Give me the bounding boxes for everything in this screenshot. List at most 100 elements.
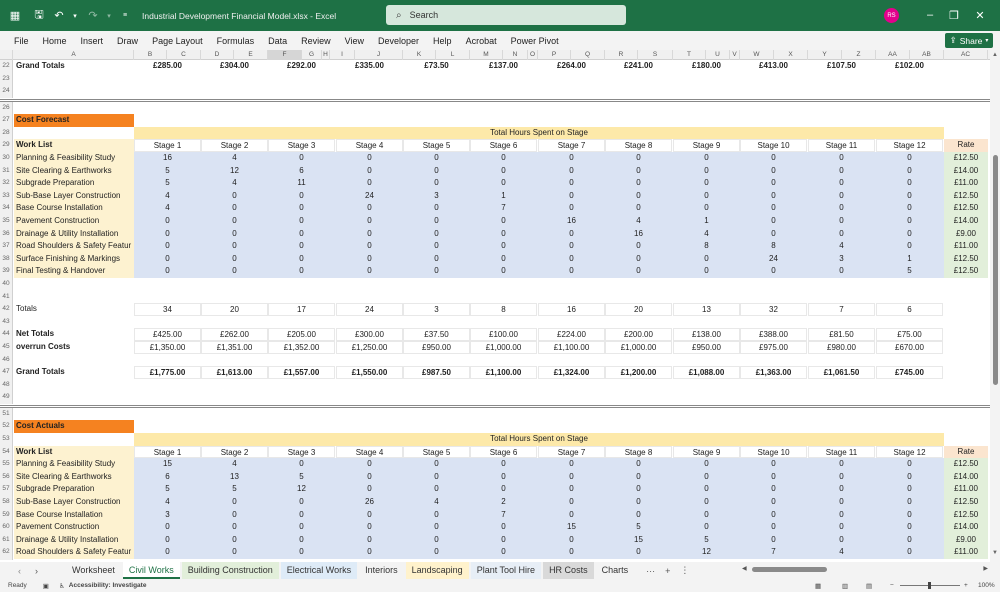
hours-cell[interactable]: 0 <box>299 522 304 532</box>
row-number[interactable]: 56 <box>0 470 13 484</box>
net-total-cell[interactable]: £75.00 <box>876 328 943 341</box>
worksheet-grid[interactable]: 22 Grand Totals £285.00 £304.00 £292.00 £335.… <box>0 60 990 560</box>
rate-cell[interactable]: £12.50 <box>944 508 988 522</box>
hours-cell[interactable]: 0 <box>907 215 912 225</box>
hours-cell[interactable]: 0 <box>299 534 304 544</box>
row-number[interactable]: 63 <box>0 558 13 560</box>
hours-cell[interactable]: 3 <box>839 253 844 263</box>
work-item-label[interactable]: Pavement Construction <box>14 214 134 228</box>
grand-total-value[interactable]: £335.00 <box>355 61 384 70</box>
rate-cell[interactable]: £11.00 <box>944 546 988 559</box>
hours-cell[interactable]: 0 <box>434 165 439 175</box>
hours-cell[interactable]: 0 <box>907 228 912 238</box>
hours-cell[interactable]: 6 <box>299 165 304 175</box>
row-number[interactable]: 54 <box>0 445 13 459</box>
hours-cell[interactable]: 0 <box>771 203 776 213</box>
sheet-options-icon[interactable]: ⋮ <box>680 565 690 575</box>
hours-cell[interactable]: 4 <box>232 152 237 162</box>
hours-cell[interactable]: 0 <box>299 509 304 519</box>
overrun-cost-cell[interactable]: £1,250.00 <box>336 340 403 354</box>
accessibility-icon[interactable]: ♿ <box>58 582 65 590</box>
row-number[interactable]: 31 <box>0 164 13 178</box>
stage-header[interactable]: Stage 7 <box>538 445 605 459</box>
stage-header[interactable]: Stage 6 <box>470 445 537 459</box>
hours-cell[interactable]: 0 <box>907 178 912 188</box>
rate-cell[interactable]: £9.00 <box>944 533 988 547</box>
total-hours-cell[interactable]: 34 <box>134 303 201 316</box>
rate-cell[interactable]: £14.00 <box>944 214 988 228</box>
hours-cell[interactable]: 0 <box>907 534 912 544</box>
hours-cell[interactable]: 0 <box>434 484 439 494</box>
column-header-l[interactable]: L <box>436 50 470 60</box>
hours-cell[interactable]: 16 <box>567 215 576 225</box>
hours-cell[interactable]: 0 <box>636 152 641 162</box>
hours-cell[interactable]: 0 <box>907 547 912 557</box>
prev-sheet-icon[interactable]: ‹ <box>18 565 21 576</box>
zoom-slider-thumb[interactable] <box>928 582 931 589</box>
hours-cell[interactable]: 0 <box>232 190 237 200</box>
hours-cell[interactable]: 0 <box>434 253 439 263</box>
net-total-cell[interactable]: £300.00 <box>336 328 403 341</box>
hours-cell[interactable]: 0 <box>704 484 709 494</box>
hours-cell[interactable]: 1 <box>704 215 709 225</box>
work-item-label[interactable]: Surface Finishing & Markings <box>14 252 134 266</box>
hours-cell[interactable]: 0 <box>704 266 709 276</box>
work-item-label[interactable]: Base Course Installation <box>14 508 134 522</box>
hours-cell[interactable]: 0 <box>636 484 641 494</box>
hours-cell[interactable]: 4 <box>704 228 709 238</box>
hours-cell[interactable]: 0 <box>501 178 506 188</box>
hours-cell[interactable]: 5 <box>165 178 170 188</box>
hours-cell[interactable]: 4 <box>839 547 844 557</box>
hours-cell[interactable]: 0 <box>569 178 574 188</box>
section-title[interactable]: Cost Actuals <box>14 420 134 433</box>
sheet-tab-interiors[interactable]: Interiors <box>359 562 404 579</box>
hours-cell[interactable]: 0 <box>907 152 912 162</box>
hours-cell[interactable]: 0 <box>839 215 844 225</box>
hours-cell[interactable]: 8 <box>771 241 776 251</box>
hours-cell[interactable]: 0 <box>704 165 709 175</box>
hours-cell[interactable]: 0 <box>704 253 709 263</box>
work-item-label[interactable]: Final Testing & Handover <box>14 265 134 278</box>
hours-cell[interactable]: 0 <box>367 178 372 188</box>
hours-cell[interactable]: 0 <box>907 471 912 481</box>
hours-cell[interactable]: 0 <box>367 203 372 213</box>
grand-total-value[interactable]: £413.00 <box>759 61 788 70</box>
grand-total-value[interactable]: £73.50 <box>424 61 449 70</box>
hours-cell[interactable]: 0 <box>434 547 439 557</box>
stage-header[interactable]: Stage 1 <box>134 445 201 459</box>
totals-label[interactable]: Totals <box>16 304 37 314</box>
hours-cell[interactable]: 12 <box>702 547 711 557</box>
row-number[interactable]: 32 <box>0 177 13 190</box>
hours-cell[interactable]: 0 <box>907 241 912 251</box>
hours-cell[interactable]: 0 <box>636 471 641 481</box>
hours-cell[interactable]: 0 <box>839 165 844 175</box>
net-total-cell[interactable]: £425.00 <box>134 328 201 341</box>
hours-cell[interactable]: 0 <box>501 484 506 494</box>
stage-header[interactable]: Stage 3 <box>268 139 335 152</box>
hours-cell[interactable]: 0 <box>771 509 776 519</box>
grand-total-cell[interactable]: £1,100.00 <box>470 366 537 379</box>
hours-cell[interactable]: 0 <box>232 203 237 213</box>
column-header-p[interactable]: P <box>538 50 571 60</box>
overrun-cost-cell[interactable]: £1,351.00 <box>201 340 268 354</box>
hours-cell[interactable]: 0 <box>771 496 776 506</box>
hours-cell[interactable]: 0 <box>232 266 237 276</box>
customize-toolbar-icon[interactable]: ≡ <box>122 12 128 19</box>
hours-cell[interactable]: 0 <box>232 215 237 225</box>
overrun-cost-cell[interactable]: £1,350.00 <box>134 340 201 354</box>
hours-cell[interactable]: 1 <box>907 253 912 263</box>
sheet-tab-civil-works[interactable]: Civil Works <box>122 562 180 579</box>
row-number[interactable]: 47 <box>0 366 13 379</box>
rate-cell[interactable]: £12.50 <box>944 189 988 203</box>
hours-cell[interactable]: 8 <box>704 241 709 251</box>
hours-cell[interactable]: 0 <box>636 459 641 469</box>
column-header-a[interactable]: A <box>14 50 134 60</box>
hours-cell[interactable]: 0 <box>839 534 844 544</box>
sheet-tab-hr-costs[interactable]: HR Costs <box>543 562 594 579</box>
hours-cell[interactable]: 0 <box>165 547 170 557</box>
hours-cell[interactable]: 0 <box>907 522 912 532</box>
hours-cell[interactable]: 0 <box>569 484 574 494</box>
hours-cell[interactable]: 0 <box>569 152 574 162</box>
row-number[interactable]: 40 <box>0 277 13 291</box>
hours-cell[interactable]: 0 <box>367 266 372 276</box>
